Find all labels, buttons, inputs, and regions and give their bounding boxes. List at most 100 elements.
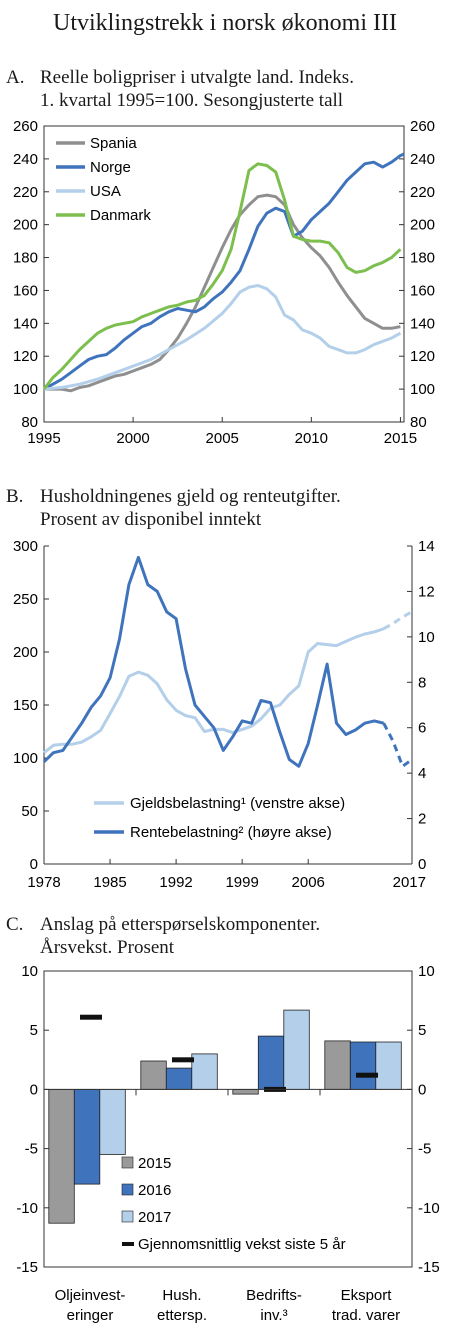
y-tick-label-right: 6 [418,720,426,737]
legend-label-interest: Rentebelastning² (høyre akse) [130,824,332,841]
category-label-line2: ettersp. [157,1307,207,1324]
y-tick-label-left: 140 [13,315,38,332]
y-tick-label-right: 8 [418,674,426,691]
y-tick-label-right: 160 [410,282,435,299]
panel-b-title-line2: Prosent av disponibel inntekt [40,509,262,530]
panel-c-title-line2: Årsvekst. Prosent [40,937,175,958]
bar-2017 [191,1053,218,1090]
y-tick-label-left: 160 [13,282,38,299]
series-line-spania [44,193,401,393]
bar-2015 [324,1040,351,1090]
category-label-line2: eringer [67,1307,114,1324]
legend-label-2017: 2017 [138,1209,171,1226]
legend-label-norge: Norge [90,159,131,176]
legend-label-avg: Gjennomsnittlig vekst siste 5 år [138,1236,346,1253]
category-label-line2: inv.³ [260,1307,287,1324]
y-tick-label-left: 300 [13,538,38,555]
y-tick-label-right: 140 [410,315,435,332]
series-forecast-interest [382,722,413,769]
avg-marker [80,1014,102,1020]
y-tick-label-right: -5 [418,1141,431,1158]
bar-2016 [257,1035,285,1090]
panel-a-title-line2: 1. kvartal 1995=100. Sesongjusterte tall [40,90,344,111]
panel-c-heading: C. Anslag på etterspørselskomponenter. År… [6,913,320,959]
debt-interest-chart: 0 50 100 150 200 250 300 0 2 4 6 8 10 12 14 1978 1985 199… [13,538,435,891]
legend-swatch-avg [122,1242,134,1246]
panel-a-heading: A. Reelle boligpriser i utvalgte land. In… [6,66,354,112]
legend-swatch-2016 [121,1183,134,1196]
legend-label-2016: 2016 [138,1182,171,1199]
y-tick-label-right: 220 [410,184,435,201]
y-tick-label-right: 240 [410,151,435,168]
y-tick-label-right: 10 [418,963,435,980]
legend-label-debt: Gjeldsbelastning¹ (venstre akse) [130,795,345,812]
y-tick-label-left: 5 [30,1022,38,1039]
category-label-line1: Eksport [341,1287,393,1304]
y-tick-label-right: 4 [418,765,426,782]
series-forecast-debt [382,610,413,631]
y-tick-label-left: -10 [16,1200,38,1217]
y-tick-label-left: 100 [13,750,38,767]
x-tick-label: 1978 [27,874,60,891]
y-tick-label-left: 180 [13,250,38,267]
category-label-line1: Oljeinvest- [55,1287,126,1304]
series-line-usa [43,284,402,391]
bar-2017 [99,1089,126,1155]
y-tick-label-left: 250 [13,591,38,608]
y-tick-label-left: 0 [30,856,38,873]
page-title: Utviklingstrekk i norsk økonomi III [53,10,397,36]
y-tick-label-left: -5 [25,1141,38,1158]
bar-2015 [232,1089,259,1095]
y-tick-label-right: 0 [418,1081,426,1098]
y-tick-label-left: 260 [13,118,38,135]
y-tick-label-left: 80 [21,414,38,431]
category-label-line1: Bedrifts- [246,1287,302,1304]
category-label-line2: trad. varer [332,1307,400,1324]
y-tick-label-right: 5 [418,1022,426,1039]
y-tick-label-left: 120 [13,348,38,365]
bar-2015 [48,1089,75,1224]
x-tick-label: 2010 [295,430,328,447]
x-tick-label: 2015 [384,430,417,447]
bar-2015 [140,1060,167,1090]
y-tick-label-right: 100 [410,381,435,398]
bar-2017 [375,1041,402,1090]
plot-frame [43,970,413,1268]
x-tick-label: 2006 [292,874,325,891]
y-tick-label-left: 200 [13,644,38,661]
x-tick-label: 1985 [93,874,126,891]
y-tick-label-left: 240 [13,151,38,168]
y-tick-label-right: 180 [410,250,435,267]
x-tick-label: 2000 [116,430,149,447]
y-tick-label-left: 0 [30,1081,38,1098]
legend-label-spania: Spania [90,135,137,152]
legend-label-usa: USA [90,183,121,200]
y-tick-label-right: 200 [410,217,435,234]
panel-c-title-line1: Anslag på etterspørselskomponenter. [40,914,321,935]
y-tick-label-right: -15 [418,1259,440,1276]
legend-swatch-2015 [121,1156,134,1169]
series-line-norge [43,152,405,391]
y-tick-label-right: 120 [410,348,435,365]
series-line-danmark [42,162,402,391]
bar-2016 [349,1041,377,1090]
y-tick-label-left: 150 [13,697,38,714]
panel-b-heading: B. Husholdningenes gjeld og renteutgifter… [6,485,341,531]
y-tick-label-left: 100 [13,381,38,398]
x-tick-label: 2017 [393,874,426,891]
bar-2016 [73,1089,101,1185]
panel-b-letter: B. [6,486,24,507]
series-line-interest [42,555,385,768]
panel-a-letter: A. [6,67,25,88]
legend-label-2015: 2015 [138,1155,171,1172]
y-tick-label-right: -10 [418,1200,440,1217]
y-tick-label-right: 12 [418,583,435,600]
bar-2016 [165,1067,193,1090]
panel-c-letter: C. [6,914,24,935]
x-tick-label: 2005 [206,430,239,447]
y-tick-label-right: 260 [410,118,435,135]
legend-label-danmark: Danmark [90,207,151,224]
legend-swatch-2017 [121,1210,134,1223]
avg-marker [356,1072,378,1078]
